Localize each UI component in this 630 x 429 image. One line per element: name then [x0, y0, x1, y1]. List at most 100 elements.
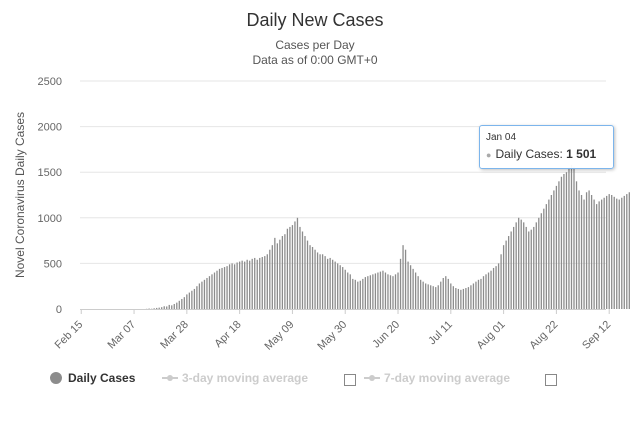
- bar[interactable]: [442, 277, 444, 309]
- bar-series[interactable]: [145, 164, 630, 309]
- bar[interactable]: [332, 259, 334, 309]
- bar[interactable]: [316, 252, 319, 309]
- bar[interactable]: [407, 261, 409, 309]
- bar[interactable]: [261, 257, 263, 309]
- bar[interactable]: [226, 266, 228, 309]
- bar[interactable]: [613, 196, 615, 309]
- bar[interactable]: [533, 226, 535, 309]
- bar[interactable]: [339, 265, 341, 309]
- bar[interactable]: [606, 195, 608, 309]
- bar[interactable]: [583, 199, 585, 309]
- bar[interactable]: [244, 261, 246, 309]
- bar[interactable]: [374, 273, 377, 309]
- bar[interactable]: [254, 257, 256, 309]
- bar[interactable]: [329, 257, 331, 309]
- bar[interactable]: [241, 260, 243, 309]
- bar[interactable]: [276, 243, 278, 309]
- bar[interactable]: [289, 226, 291, 309]
- bar[interactable]: [193, 288, 196, 309]
- bar[interactable]: [251, 258, 253, 309]
- bar[interactable]: [294, 221, 296, 309]
- bar[interactable]: [176, 302, 178, 309]
- bar[interactable]: [575, 181, 578, 309]
- bar[interactable]: [286, 228, 289, 309]
- bar[interactable]: [183, 297, 185, 309]
- bar[interactable]: [223, 267, 226, 309]
- bar[interactable]: [301, 231, 304, 309]
- bar[interactable]: [357, 281, 359, 309]
- legend-item-7-day-average[interactable]: 7-day moving average: [364, 371, 510, 385]
- bar[interactable]: [186, 294, 188, 309]
- bar[interactable]: [196, 286, 198, 309]
- bar[interactable]: [425, 283, 427, 309]
- bar[interactable]: [359, 280, 361, 309]
- bar[interactable]: [482, 276, 485, 309]
- bar[interactable]: [578, 190, 580, 309]
- bar[interactable]: [440, 281, 442, 309]
- bar[interactable]: [228, 264, 231, 309]
- bar[interactable]: [153, 308, 155, 309]
- bar[interactable]: [281, 236, 284, 309]
- bar[interactable]: [382, 270, 384, 309]
- bar[interactable]: [435, 287, 437, 309]
- bar[interactable]: [168, 304, 170, 309]
- bar[interactable]: [492, 267, 495, 309]
- bar[interactable]: [475, 281, 477, 309]
- bar[interactable]: [181, 298, 183, 309]
- bar[interactable]: [502, 245, 505, 309]
- bar[interactable]: [553, 190, 555, 309]
- bar[interactable]: [472, 283, 475, 309]
- bar[interactable]: [163, 306, 165, 309]
- bar[interactable]: [208, 276, 211, 309]
- bar[interactable]: [455, 288, 457, 309]
- bar[interactable]: [420, 279, 422, 309]
- bar[interactable]: [447, 278, 449, 309]
- bar[interactable]: [588, 190, 590, 309]
- bar[interactable]: [188, 292, 191, 309]
- bar[interactable]: [427, 284, 429, 309]
- bar[interactable]: [585, 192, 588, 309]
- bar[interactable]: [626, 194, 628, 309]
- bar[interactable]: [369, 275, 372, 309]
- bar[interactable]: [580, 195, 583, 309]
- bar[interactable]: [445, 276, 447, 309]
- bar[interactable]: [274, 237, 276, 309]
- bar[interactable]: [452, 286, 454, 309]
- bar[interactable]: [485, 274, 487, 309]
- bar[interactable]: [487, 272, 490, 309]
- bar[interactable]: [264, 256, 266, 309]
- bar[interactable]: [601, 199, 603, 309]
- bar[interactable]: [505, 240, 507, 309]
- bar[interactable]: [518, 217, 520, 309]
- bar[interactable]: [465, 288, 467, 309]
- bar[interactable]: [543, 208, 545, 309]
- bar[interactable]: [409, 265, 412, 309]
- bar[interactable]: [477, 279, 480, 309]
- bar[interactable]: [362, 278, 364, 309]
- bar[interactable]: [213, 272, 216, 309]
- bar[interactable]: [319, 254, 321, 309]
- bar[interactable]: [507, 236, 510, 309]
- bar[interactable]: [430, 285, 432, 309]
- bar[interactable]: [354, 279, 356, 309]
- bar[interactable]: [203, 279, 206, 309]
- bar[interactable]: [598, 201, 600, 309]
- bar[interactable]: [259, 257, 261, 309]
- bar[interactable]: [233, 264, 236, 309]
- bar[interactable]: [173, 303, 175, 309]
- bar[interactable]: [595, 204, 598, 309]
- bar[interactable]: [178, 300, 180, 309]
- bar[interactable]: [437, 285, 439, 309]
- bar[interactable]: [236, 262, 238, 309]
- bar[interactable]: [306, 240, 309, 309]
- bar[interactable]: [342, 267, 344, 309]
- bar[interactable]: [334, 261, 336, 309]
- bar[interactable]: [555, 185, 558, 309]
- bar[interactable]: [156, 307, 158, 309]
- bar[interactable]: [608, 194, 610, 309]
- bar[interactable]: [384, 272, 387, 309]
- bar[interactable]: [603, 197, 605, 309]
- bar[interactable]: [372, 274, 374, 309]
- bar[interactable]: [337, 263, 339, 309]
- bar[interactable]: [364, 277, 366, 309]
